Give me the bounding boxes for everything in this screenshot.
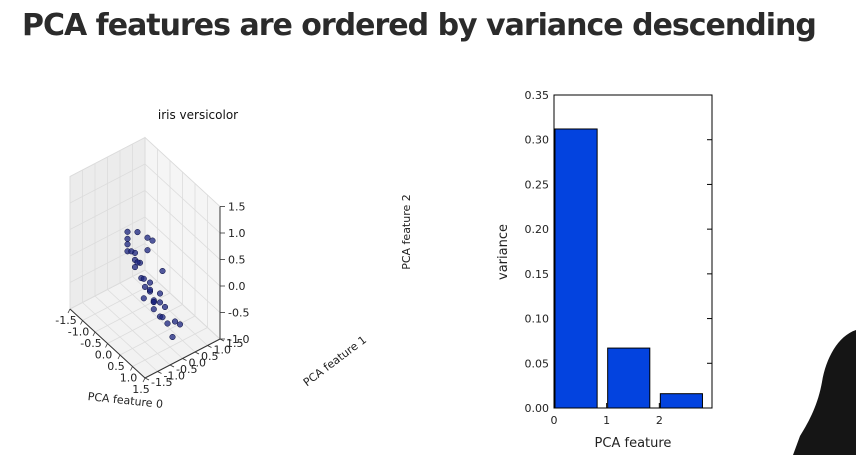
bar-y-tick-label: 0.15	[525, 268, 550, 281]
scatter-point	[134, 229, 141, 236]
y-tick-label: 0.0	[189, 357, 207, 370]
bar-bars	[554, 128, 703, 409]
bar-0	[554, 128, 598, 409]
scatter-point	[124, 241, 131, 248]
y-tick-label: -1.5	[151, 376, 172, 389]
scatter-point	[141, 283, 149, 290]
grid-line	[69, 269, 146, 310]
z-tick-label: 0.5	[228, 254, 246, 267]
x-tick-label: 1.0	[120, 372, 138, 385]
y-tick-mark	[144, 377, 150, 381]
x-tick-label: 0.5	[107, 360, 125, 373]
y-tick-label: -1.0	[164, 370, 185, 383]
scatter-point	[176, 321, 184, 328]
scatter-point	[169, 333, 176, 341]
bar-y-tick-label: 0.35	[525, 89, 550, 102]
z-tick-label: -0.5	[228, 307, 249, 320]
x-tick-mark	[67, 308, 71, 314]
scatter-ticks: -1.5-1.0-0.50.00.51.01.5-1.5-1.0-0.50.00…	[55, 201, 249, 397]
scatter-point	[124, 228, 131, 235]
bar-y-tick-label: 0.20	[525, 223, 550, 236]
scatter-point	[150, 299, 157, 306]
scatter-point	[156, 290, 164, 297]
x-tick-label: 1.5	[132, 383, 150, 396]
grid-line	[144, 243, 221, 313]
scatter-point	[156, 299, 164, 306]
bar-y-tick-label: 0.10	[525, 313, 550, 326]
bar-y-tick-label: 0.30	[525, 134, 550, 147]
bar-y-tick-label: 0.00	[525, 402, 550, 415]
scatter-point	[146, 279, 154, 286]
y-tick-label: 1.5	[226, 337, 244, 350]
x-tick-mark	[105, 343, 108, 348]
z-tick-label: 0.0	[228, 280, 246, 293]
grid-line	[69, 137, 146, 177]
z-tick-label: 1.5	[228, 201, 246, 214]
scatter-point	[131, 264, 139, 271]
scatter-point	[161, 303, 169, 311]
grid-line	[69, 163, 146, 204]
y-tick-label: 0.5	[201, 350, 219, 363]
grid-line	[144, 216, 221, 287]
x-tick-mark	[142, 377, 146, 383]
grid-line	[144, 190, 221, 260]
scatter-point	[144, 247, 151, 254]
scatter-point	[146, 286, 154, 293]
grid-line	[107, 289, 183, 359]
x-tick-mark	[117, 354, 121, 360]
scatter-point	[164, 320, 171, 327]
scatter-point	[144, 234, 151, 241]
scatter-point	[134, 259, 141, 266]
grid-line	[144, 163, 221, 234]
z-tick-label: 1.0	[228, 227, 246, 240]
z-axis-label: PCA feature 2	[400, 194, 413, 270]
scatter-point	[149, 237, 156, 244]
scatter-point	[140, 275, 147, 282]
y-tick-mark	[169, 364, 175, 368]
x-tick-label: -1.0	[68, 326, 89, 339]
bar-x-tick-label: 2	[656, 414, 663, 427]
y-tick-mark	[182, 358, 187, 361]
scatter-point	[128, 248, 135, 255]
y-tick-mark	[194, 351, 200, 355]
y-tick-mark	[157, 371, 162, 374]
x-tick-label: -1.5	[55, 314, 76, 327]
bar-plot-frame	[553, 94, 713, 409]
x-tick-label: -0.5	[80, 337, 101, 350]
x-tick-label: 0.0	[95, 349, 113, 362]
grid-line	[94, 295, 171, 366]
bar-y-axis-label: variance	[496, 224, 511, 280]
bar-x-tick-label: 1	[603, 414, 610, 427]
z-tick-label: -1.0	[228, 333, 249, 346]
y-tick-mark	[207, 345, 212, 348]
scatter-point	[159, 267, 166, 275]
scatter-points	[124, 228, 184, 341]
x-tick-mark	[80, 320, 83, 325]
bar-y-tick-label: 0.25	[525, 178, 550, 191]
bar-x-tick-label: 0	[551, 414, 558, 427]
grid-line	[144, 269, 221, 340]
x-tick-mark	[92, 331, 96, 337]
scatter-title: iris versicolor	[158, 108, 238, 122]
grid-line	[69, 216, 146, 257]
y-tick-label: 1.0	[214, 344, 232, 357]
scatter-point	[150, 306, 157, 313]
grid-line	[144, 137, 221, 207]
slide-title: PCA features are ordered by variance des…	[22, 8, 817, 43]
grid-line	[69, 190, 146, 230]
scatter-point	[171, 318, 179, 325]
bar-x-axis-label: PCA feature	[595, 436, 672, 451]
bar-y-tick-label: 0.05	[525, 357, 550, 370]
grid-line	[82, 302, 158, 372]
x-tick-mark	[130, 366, 133, 371]
y-tick-label: -0.5	[176, 363, 197, 376]
scatter-point	[159, 314, 166, 321]
scatter-point	[140, 295, 147, 302]
